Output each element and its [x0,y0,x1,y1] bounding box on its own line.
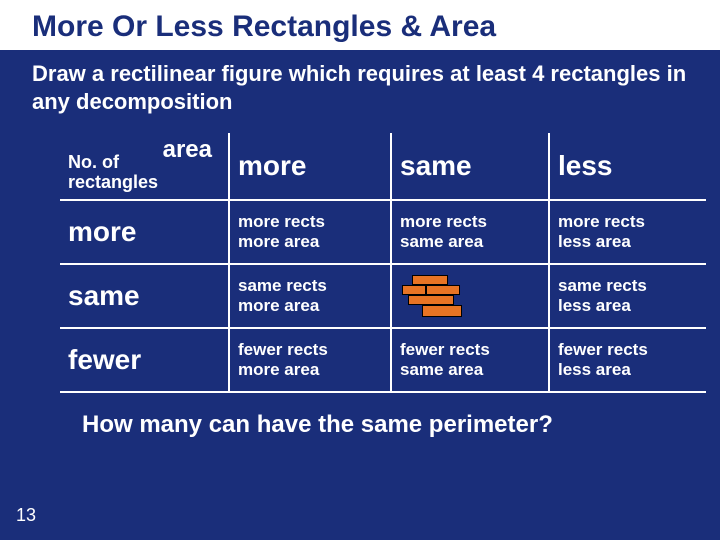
row-header-more: more [60,201,228,265]
slide-title: More Or Less Rectangles & Area [0,0,720,50]
comparison-table: area No. of rectangles more same less mo… [60,133,688,393]
cell-line: less area [558,360,700,380]
rectilinear-figure [402,275,462,319]
cell-line: more rects [400,212,542,232]
footer-question: How many can have the same perimeter? [82,411,688,439]
col-header-same: same [390,133,548,201]
cell-line: less area [558,232,700,252]
cell-line: more area [238,296,384,316]
cell-line: more rects [558,212,700,232]
cell-more-same: more rects same area [390,201,548,265]
cell-line: same rects [238,276,384,296]
page-number: 13 [16,505,36,526]
col-header-less: less [548,133,706,201]
cell-line: more area [238,360,384,380]
cell-fewer-same: fewer rects same area [390,329,548,393]
slide-subtitle: Draw a rectilinear figure which requires… [32,60,688,115]
cell-same-less: same rects less area [548,265,706,329]
cell-line: more rects [238,212,384,232]
cell-more-less: more rects less area [548,201,706,265]
cell-line: fewer rects [400,340,542,360]
cell-more-more: more rects more area [228,201,390,265]
cell-line: less area [558,296,700,316]
cell-line: same area [400,360,542,380]
table-corner: area No. of rectangles [60,133,228,201]
cell-line: fewer rects [238,340,384,360]
col-header-more: more [228,133,390,201]
corner-area-label: area [163,137,212,163]
figure-block [402,285,426,295]
figure-block [426,285,460,295]
figure-block [422,305,462,317]
figure-block [408,295,454,305]
cell-fewer-more: fewer rects more area [228,329,390,393]
cell-fewer-less: fewer rects less area [548,329,706,393]
cell-line: more area [238,232,384,252]
cell-line: same rects [558,276,700,296]
row-header-same: same [60,265,228,329]
cell-same-same [390,265,548,329]
figure-block [412,275,448,285]
row-header-fewer: fewer [60,329,228,393]
cell-line: same area [400,232,542,252]
corner-rect-label: rectangles [68,173,222,193]
cell-same-more: same rects more area [228,265,390,329]
cell-line: fewer rects [558,340,700,360]
